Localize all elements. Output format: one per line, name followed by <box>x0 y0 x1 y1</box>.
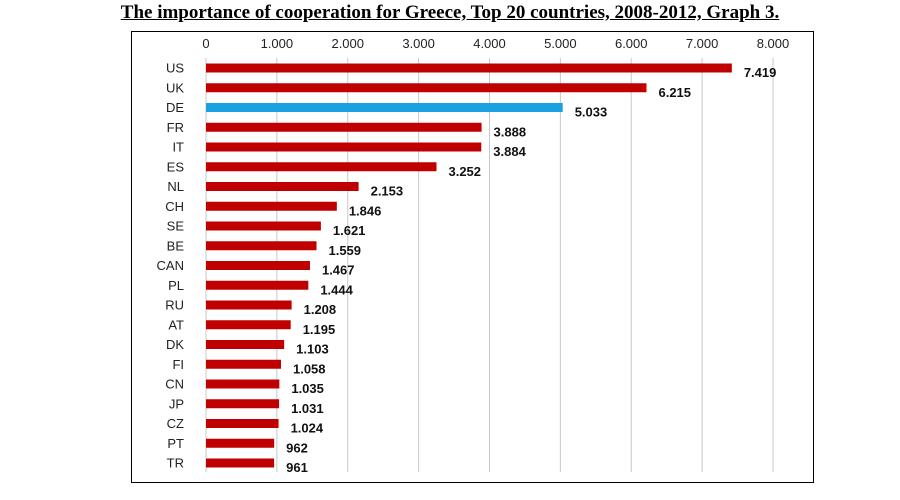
y-category-label: NL <box>167 179 184 194</box>
bar <box>206 300 292 310</box>
y-category-label: CN <box>165 377 184 392</box>
y-category-label: PL <box>168 278 184 293</box>
data-label: 1.024 <box>291 421 324 436</box>
y-category-label: US <box>166 61 184 76</box>
y-category-label: JP <box>169 396 184 411</box>
y-category-label: DK <box>166 337 184 352</box>
bar <box>206 83 647 93</box>
y-category-label: FI <box>172 357 184 372</box>
y-category-label: UK <box>166 80 184 95</box>
y-category-label: DE <box>166 100 184 115</box>
bar <box>206 280 309 290</box>
y-category-label: CH <box>165 199 184 214</box>
bar <box>206 379 280 389</box>
y-category-label: RU <box>165 298 184 313</box>
y-category-label: CZ <box>167 416 184 431</box>
x-tick-label: 8.000 <box>757 36 790 51</box>
data-label: 3.252 <box>448 164 481 179</box>
bar <box>206 399 280 409</box>
bar <box>206 419 279 428</box>
bar <box>206 142 482 152</box>
data-label: 1.621 <box>333 223 366 238</box>
bar <box>206 182 359 191</box>
bar <box>206 103 563 112</box>
bar <box>206 458 275 468</box>
data-label: 1.058 <box>293 361 326 376</box>
data-label: 1.031 <box>291 401 324 416</box>
y-category-label: BE <box>167 238 185 253</box>
x-tick-label: 3.000 <box>402 36 435 51</box>
bar <box>206 201 337 211</box>
y-category-label: PT <box>167 436 184 451</box>
data-label: 1.103 <box>296 342 329 357</box>
data-label: 1.035 <box>291 381 324 396</box>
x-tick-label: 5.000 <box>544 36 577 51</box>
bar <box>206 241 317 251</box>
chart-frame <box>131 31 814 483</box>
y-category-label: IT <box>172 140 184 155</box>
bar <box>206 320 291 330</box>
y-category-label: TR <box>167 456 184 471</box>
chart-title: The importance of cooperation for Greece… <box>120 2 780 23</box>
y-category-label: AT <box>168 317 184 332</box>
x-tick-label: 7.000 <box>686 36 719 51</box>
data-label: 962 <box>286 440 308 455</box>
data-label: 6.215 <box>658 85 691 100</box>
data-label: 961 <box>286 460 308 475</box>
bar <box>206 438 275 448</box>
x-tick-label: 1.000 <box>261 36 294 51</box>
y-category-label: FR <box>167 120 184 135</box>
data-label: 1.208 <box>304 302 337 317</box>
x-tick-label: 4.000 <box>473 36 506 51</box>
x-tick-label: 6.000 <box>615 36 648 51</box>
data-label: 5.033 <box>575 105 608 120</box>
bar <box>206 221 321 231</box>
data-label: 1.846 <box>349 203 382 218</box>
data-label: 1.444 <box>320 282 353 297</box>
data-label: 2.153 <box>371 184 404 199</box>
bar <box>206 261 310 270</box>
y-category-label: CAN <box>157 258 184 273</box>
bar <box>206 63 732 73</box>
y-category-label: ES <box>167 159 185 174</box>
x-tick-label: 2.000 <box>331 36 364 51</box>
data-label: 3.888 <box>494 124 527 139</box>
bar <box>206 162 437 172</box>
bar <box>206 122 482 132</box>
data-label: 7.419 <box>744 65 777 80</box>
x-tick-label: 0 <box>202 36 209 51</box>
data-label: 3.884 <box>493 144 526 159</box>
bar <box>206 340 285 349</box>
data-label: 1.559 <box>328 243 361 258</box>
data-label: 1.467 <box>322 263 355 278</box>
data-label: 1.195 <box>303 322 336 337</box>
y-category-label: SE <box>167 219 185 234</box>
bar <box>206 359 281 369</box>
